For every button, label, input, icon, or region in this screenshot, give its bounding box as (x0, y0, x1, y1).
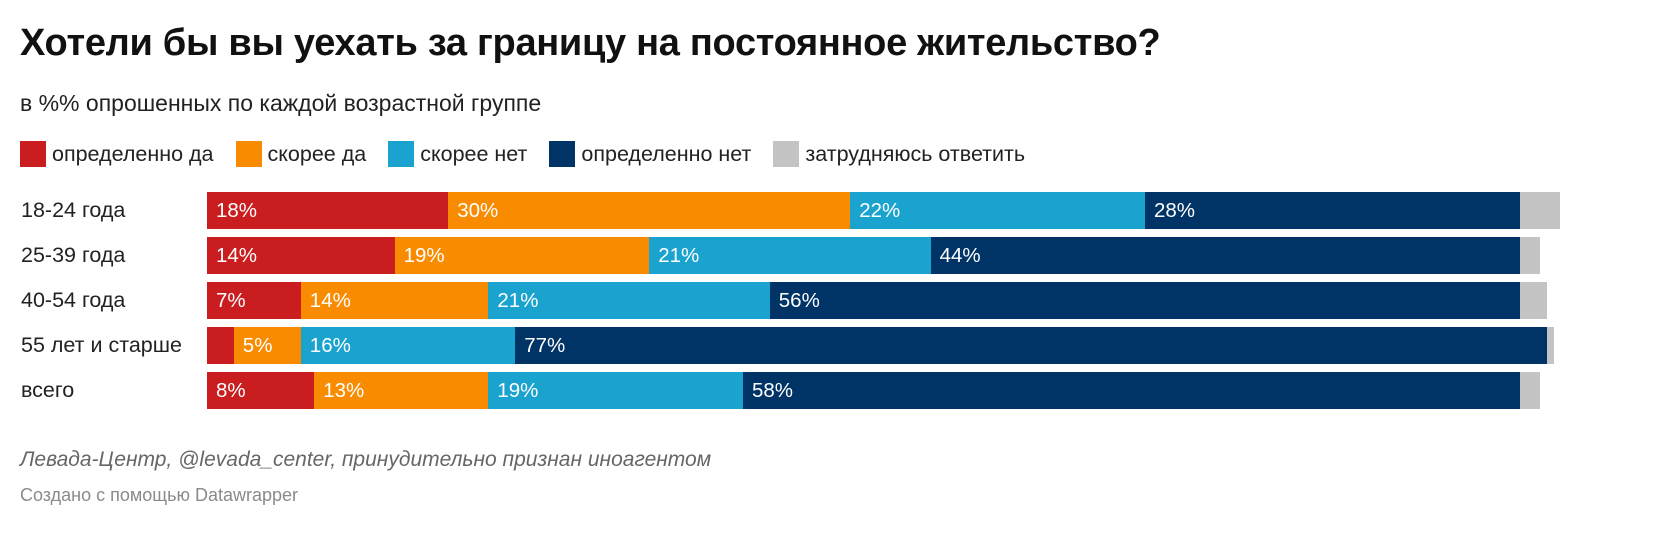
bar-segment: 56% (769, 282, 1521, 319)
bar-segment: 30% (448, 192, 851, 229)
legend-label: определенно нет (581, 141, 752, 166)
legend-item: скорее да (235, 141, 367, 167)
bar-segment: 5% (233, 327, 301, 364)
legend-item: определенно да (20, 141, 214, 167)
value-label: 14% (309, 289, 351, 312)
byline: Создано с помощью Datawrapper (20, 485, 299, 505)
bar-row: 40-54 года 7% 14% 21% 56% (0, 282, 1666, 319)
value-label: 13% (323, 379, 365, 402)
bar-segment (1546, 327, 1554, 364)
bar-segment (1520, 372, 1541, 409)
value-label: 58% (751, 379, 793, 402)
stacked-bar: 14% 19% 21% 44% (207, 237, 1541, 274)
bar-segment: 19% (488, 372, 743, 409)
category-label: 55 лет и старше (21, 333, 182, 357)
stacked-bar: 18% 30% 22% 28% (207, 192, 1561, 229)
bar-segment: 28% (1144, 192, 1521, 229)
chart-subtitle: в %% опрошенных по каждой возрастной гру… (20, 90, 542, 116)
bar-segment: 22% (850, 192, 1145, 229)
value-label: 30% (457, 199, 499, 222)
value-label: 28% (1153, 199, 1196, 222)
legend-swatch (773, 141, 800, 167)
value-label: 19% (403, 244, 445, 267)
legend-swatch (235, 141, 262, 167)
chart-title: Хотели бы вы уехать за границу на постоя… (20, 22, 1161, 64)
value-label: 21% (658, 244, 700, 267)
bar-segment: 21% (488, 282, 770, 319)
bar-segment: 19% (394, 237, 650, 274)
bar-segment (1520, 192, 1561, 229)
legend-item: затрудняюсь ответить (773, 141, 1025, 167)
bar-segment (1520, 237, 1541, 274)
bar-row: 18-24 года 18% 30% 22% 28% (0, 192, 1666, 229)
bar-segment: 14% (300, 282, 489, 319)
bar-segment: 44% (930, 237, 1521, 274)
bar-segment: 13% (314, 372, 489, 409)
legend-item: определенно нет (549, 141, 751, 167)
bar-segment: 18% (207, 192, 449, 229)
legend-label: определенно да (52, 141, 214, 166)
bar-segment: 16% (300, 327, 516, 364)
value-label: 7% (216, 289, 246, 312)
legend-label: скорее да (267, 141, 367, 166)
category-label: всего (21, 378, 75, 402)
value-label: 56% (778, 289, 820, 312)
bar-row: 55 лет и старше 5% 16% 77% (0, 327, 1666, 364)
source-note: Левада-Центр, @levada_center, принудител… (20, 448, 712, 471)
bar-row: всего 8% 13% 19% 58% (0, 372, 1666, 409)
legend-item: скорее нет (388, 141, 527, 167)
bar-row: 25-39 года 14% 19% 21% 44% (0, 237, 1666, 274)
value-label: 14% (216, 244, 258, 267)
legend-swatch (549, 141, 576, 167)
value-label: 5% (242, 334, 273, 357)
category-label: 25-39 года (21, 243, 126, 267)
value-label: 77% (524, 334, 566, 357)
legend: определенно да скорее да скорее нет определ… (20, 141, 1047, 167)
value-label: 18% (216, 199, 258, 222)
bar-segment: 77% (515, 327, 1547, 364)
value-label: 22% (859, 199, 901, 222)
value-label: 44% (939, 244, 981, 267)
stacked-bar: 7% 14% 21% 56% (207, 282, 1547, 319)
legend-swatch (388, 141, 415, 167)
value-label: 19% (497, 379, 539, 402)
value-label: 16% (309, 334, 351, 357)
stacked-bar: 5% 16% 77% (207, 327, 1554, 364)
category-label: 18-24 года (21, 198, 126, 222)
bar-segment: 21% (649, 237, 931, 274)
legend-label: скорее нет (420, 141, 528, 166)
bar-segment (207, 327, 234, 364)
bar-segment (1520, 282, 1547, 319)
bar-segment: 58% (742, 372, 1521, 409)
bar-segment: 14% (207, 237, 395, 274)
stacked-bar: 8% 13% 19% 58% (207, 372, 1541, 409)
legend-swatch (20, 141, 46, 167)
bar-segment: 7% (207, 282, 301, 319)
value-label: 21% (497, 289, 539, 312)
category-label: 40-54 года (21, 288, 126, 312)
bar-segment: 8% (207, 372, 315, 409)
value-label: 8% (216, 379, 246, 402)
legend-label: затрудняюсь ответить (805, 141, 1026, 166)
